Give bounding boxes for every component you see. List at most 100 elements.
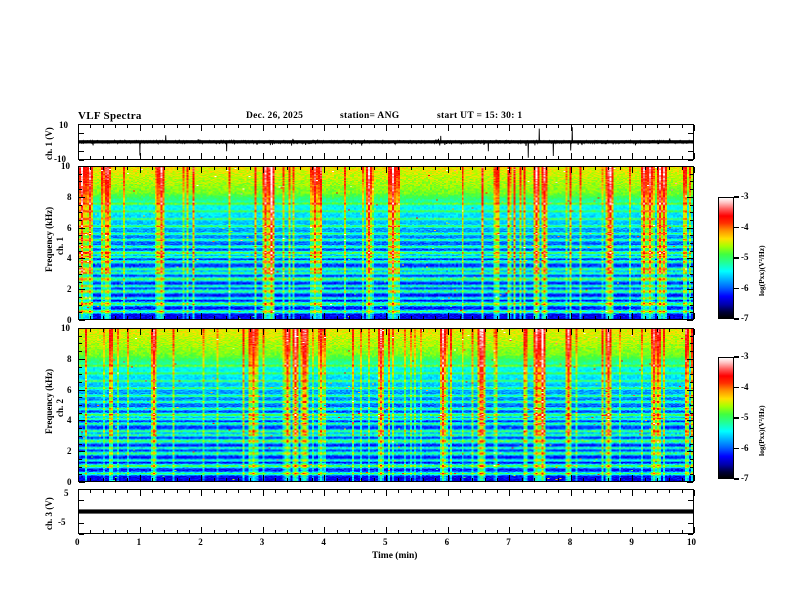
tick-mark xyxy=(690,250,693,252)
tick-mark xyxy=(349,125,351,128)
tick-mark xyxy=(690,458,693,460)
colorbar-tick--6: -6 xyxy=(741,282,749,293)
tick-mark xyxy=(521,329,523,332)
tick-mark xyxy=(127,125,129,128)
tick-mark xyxy=(509,490,511,496)
tick-mark xyxy=(213,530,215,533)
tick-mark xyxy=(687,258,693,260)
tick-mark xyxy=(690,443,693,445)
tick-mark xyxy=(336,125,338,128)
tick-mark xyxy=(583,530,585,533)
tick-mark xyxy=(90,478,92,481)
tick-mark xyxy=(176,478,178,481)
tick-mark xyxy=(262,167,264,173)
tick-mark xyxy=(79,142,84,143)
tick-mark xyxy=(459,530,461,533)
tick-mark xyxy=(225,329,227,332)
tick-mark xyxy=(312,530,314,533)
tick-mark xyxy=(79,196,85,198)
tick-mark xyxy=(690,466,693,468)
tick-mark xyxy=(681,125,683,128)
tick-mark xyxy=(484,156,486,159)
tick-mark xyxy=(79,397,82,399)
tick-mark xyxy=(694,167,695,173)
tick-mark xyxy=(238,167,240,170)
tick-mark xyxy=(386,490,387,496)
tick-mark xyxy=(90,490,92,493)
tick-mark xyxy=(386,313,387,319)
tick-mark xyxy=(373,125,375,128)
tick-mark xyxy=(188,490,190,493)
tick-mark xyxy=(79,243,82,244)
tick-mark xyxy=(533,125,535,128)
ch1-ytick-bottom: -10 xyxy=(54,154,66,164)
tick-mark xyxy=(398,530,400,533)
tick-mark xyxy=(79,173,82,175)
tick-mark xyxy=(687,451,693,453)
tick-mark xyxy=(349,478,351,481)
tick-mark xyxy=(79,312,82,314)
colorbar-tick--3: -3 xyxy=(741,351,749,361)
tick-mark xyxy=(422,316,424,319)
tick-mark xyxy=(632,329,634,335)
tick-mark xyxy=(607,167,609,170)
tick-mark xyxy=(201,329,203,335)
tick-mark xyxy=(521,125,523,128)
tick-mark xyxy=(570,167,572,173)
tick-mark xyxy=(583,478,585,481)
colorbar-tick-mark xyxy=(734,417,739,419)
tick-mark xyxy=(447,475,449,481)
tick-mark xyxy=(79,500,84,502)
tick-mark xyxy=(349,316,351,319)
tick-mark xyxy=(690,397,693,399)
tick-mark xyxy=(287,125,289,128)
tick-mark xyxy=(447,313,449,319)
tick-mark xyxy=(447,153,449,159)
ch2-spectrogram-ylabel-freq: Frequency (kHz) xyxy=(44,368,54,434)
tick-mark xyxy=(188,478,190,481)
tick-mark xyxy=(632,153,634,159)
tick-mark xyxy=(225,125,227,128)
tick-mark xyxy=(225,156,227,159)
tick-mark xyxy=(79,420,85,422)
tick-mark xyxy=(373,478,375,481)
tick-mark xyxy=(79,227,85,229)
tick-mark xyxy=(472,478,474,481)
tick-mark xyxy=(287,490,289,493)
tick-mark xyxy=(361,156,363,159)
tick-mark xyxy=(79,212,82,214)
tick-mark xyxy=(262,329,264,335)
tick-mark xyxy=(595,530,597,533)
tick-mark xyxy=(176,167,178,170)
tick-mark xyxy=(690,281,693,283)
tick-mark xyxy=(373,490,375,493)
tick-mark xyxy=(324,167,326,173)
ch3-waveform-panel xyxy=(78,489,694,534)
tick-mark xyxy=(447,490,449,496)
tick-mark xyxy=(238,478,240,481)
tick-mark xyxy=(312,156,314,159)
tick-mark xyxy=(102,490,104,493)
tick-mark xyxy=(78,490,79,496)
tick-mark xyxy=(225,478,227,481)
tick-mark xyxy=(657,530,659,533)
tick-mark xyxy=(435,490,437,493)
tick-mark xyxy=(459,125,461,128)
tick-mark xyxy=(410,478,412,481)
tick-mark xyxy=(459,490,461,493)
tick-mark xyxy=(386,153,387,159)
tick-mark xyxy=(669,167,671,170)
tick-mark xyxy=(349,167,351,170)
ch2-spectrogram-ylabel-chan: ch. 2 xyxy=(55,399,65,417)
tick-mark xyxy=(213,156,215,159)
colorbar-tick--6: -6 xyxy=(741,442,749,453)
freq-tick-4: 4 xyxy=(67,253,72,264)
tick-mark xyxy=(690,351,693,353)
tick-mark xyxy=(509,329,511,335)
colorbar-tick--4: -4 xyxy=(741,221,749,232)
tick-mark xyxy=(79,389,85,391)
tick-mark xyxy=(459,316,461,319)
tick-mark xyxy=(238,329,240,332)
tick-mark xyxy=(250,478,252,481)
tick-mark xyxy=(79,358,85,360)
